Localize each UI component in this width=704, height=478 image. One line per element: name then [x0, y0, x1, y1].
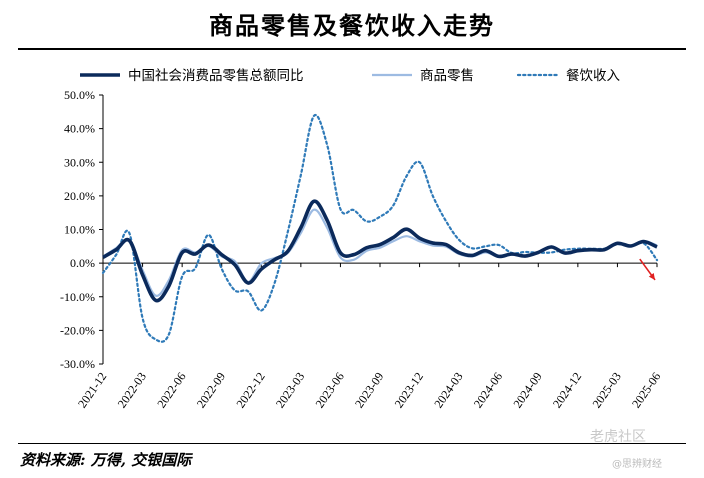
x-tick-label: 2023-12 [392, 370, 426, 411]
chart-legend: 中国社会消费品零售总额同比 商品零售 餐饮收入 [80, 68, 620, 84]
legend-item-catering: 餐饮收入 [516, 68, 620, 84]
title-divider [18, 48, 686, 50]
watermark-logo-text: 老虎社区 [590, 429, 646, 445]
x-tick-label: 2023-09 [352, 370, 386, 411]
footer-divider [18, 443, 686, 444]
chart-annotation [639, 258, 656, 281]
watermark-handle: @思辨财经 [612, 459, 662, 470]
source-note: 资料来源: 万得, 交银国际 [20, 451, 192, 469]
y-tick-label: 50.0% [64, 88, 95, 102]
x-tick-label: 2022-09 [194, 370, 228, 411]
legend-label: 中国社会消费品零售总额同比 [128, 68, 304, 84]
y-tick-label: 30.0% [64, 155, 95, 169]
x-tick-label: 2024-09 [510, 370, 544, 411]
y-tick-label: -30.0% [60, 357, 95, 371]
legend-label: 商品零售 [420, 68, 474, 84]
x-tick-label: 2023-06 [312, 370, 346, 411]
y-tick-label: -20.0% [60, 323, 95, 337]
series-total-retail-line [102, 199, 658, 303]
y-tick-label: 20.0% [64, 189, 95, 203]
legend-item-total-retail: 中国社会消费品零售总额同比 [80, 68, 304, 84]
page-title: 商品零售及餐饮收入走势 [209, 11, 495, 40]
y-tick-label: -10.0% [60, 290, 95, 304]
x-tick-label: 2024-12 [550, 370, 584, 411]
x-tick-label: 2022-12 [233, 370, 267, 411]
chart-series [101, 113, 659, 343]
legend-item-goods-retail: 商品零售 [372, 68, 474, 84]
x-tick-label: 2024-03 [431, 370, 465, 411]
x-tick-label: 2024-06 [471, 370, 505, 411]
y-tick-label: 10.0% [64, 223, 95, 237]
x-tick-label: 2025-06 [629, 370, 663, 411]
y-tick-label: 0.0% [70, 256, 95, 270]
x-tick-label: 2022-03 [115, 370, 149, 411]
legend-label: 餐饮收入 [566, 68, 620, 84]
y-tick-label: 40.0% [64, 122, 95, 136]
x-tick-label: 2021-12 [75, 370, 109, 411]
x-tick-label: 2025-03 [589, 370, 623, 411]
annotation-arrow-head [648, 273, 655, 280]
x-tick-label: 2023-03 [273, 370, 307, 411]
series-catering-line [101, 113, 659, 343]
x-tick-label: 2022-06 [154, 370, 188, 411]
